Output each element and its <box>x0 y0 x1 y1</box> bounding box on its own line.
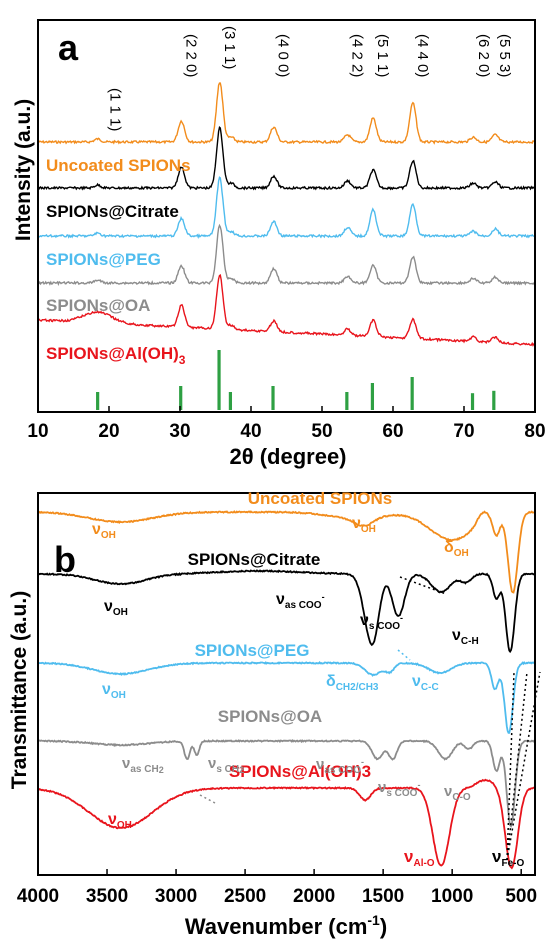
hkl-labels: (1 1 1) (2 2 0) (3 1 1) (4 0 0) (4 2 2) (5 1 … <box>106 26 513 131</box>
guide-line-1 <box>506 671 515 861</box>
x-tick-label: 3500 <box>86 886 128 907</box>
anno-citrate-vch: νC-H <box>452 627 479 647</box>
anno-oa-vsch: νs CH2 <box>208 755 244 775</box>
legend-aloh-label: SPIONs@Al(OH)3 <box>46 344 186 367</box>
legend-uncoated-label: Uncoated SPIONs <box>46 156 191 175</box>
xrd-series-3 <box>37 223 535 287</box>
x-tick-label: 1000 <box>431 886 473 907</box>
x-tick-label: 2000 <box>293 886 335 907</box>
panel-b: 4000 3500 3000 2500 2000 1500 1000 500 b Transm… <box>8 489 541 939</box>
ftir-series-1 <box>37 569 536 654</box>
panel-a-ylabel: Intensity (a.u.) <box>12 99 35 241</box>
guide-oa <box>199 794 216 804</box>
hkl-label: (4 0 0) <box>275 34 292 77</box>
x-tick-label: 30 <box>169 421 190 442</box>
ftir-label-peg: SPIONs@PEG <box>195 641 310 660</box>
x-tick-label: 80 <box>524 421 545 442</box>
ftir-series-2 <box>37 661 536 734</box>
x-tick-label: 1500 <box>362 886 404 907</box>
anno-uncoated-voh2: νOH <box>352 515 376 535</box>
panel-a-frame <box>37 19 536 413</box>
hkl-label: (6 2 0) <box>475 34 492 77</box>
hkl-label: (3 1 1) <box>221 26 238 69</box>
x-tick-label: 40 <box>240 421 261 442</box>
ref-peak-bar <box>217 350 221 410</box>
guide-vas <box>399 576 447 595</box>
legend-oa-label: SPIONs@OA <box>46 296 150 315</box>
xrd-series-4 <box>37 273 535 347</box>
panel-b-frame <box>37 492 536 876</box>
anno-al-valo: νAl-O <box>404 847 435 869</box>
ftir-curves <box>37 510 536 870</box>
ftir-label-uncoated: Uncoated SPIONs <box>248 489 393 508</box>
x-tick-label: 10 <box>27 421 48 442</box>
anno-peg-vcc: νC-C <box>412 673 439 693</box>
legend-peg-label: SPIONs@PEG <box>46 250 161 269</box>
hkl-label: (4 2 2) <box>349 34 366 77</box>
ftir-label-citrate: SPIONs@Citrate <box>188 550 321 569</box>
xrd-series-0 <box>37 82 536 145</box>
anno-citrate-vs: νs COO- <box>360 612 403 632</box>
guide-line-3 <box>506 671 541 861</box>
panel-a: 10 20 30 40 50 60 70 80 (1 1 1) (2 2 0) (3 1 1) (4… <box>12 19 546 469</box>
anno-oa-vco: νC-O <box>444 783 471 803</box>
x-tick-label: 20 <box>98 421 119 442</box>
x-tick-label: 3000 <box>155 886 197 907</box>
panel-b-letter: b <box>54 539 76 580</box>
anno-citrate-voh: νOH <box>104 598 128 618</box>
xrd-series-1 <box>37 125 536 191</box>
ftir-guide-lines <box>199 576 541 861</box>
panel-a-x-ticks: 10 20 30 40 50 60 70 80 <box>27 406 546 442</box>
anno-peg-voh: νOH <box>102 681 126 701</box>
ftir-label-aloh: SPIONs@Al(OH)3 <box>229 762 371 781</box>
ftir-series-3 <box>37 738 536 828</box>
anno-oa-vasch: νas CH2 <box>122 755 164 775</box>
anno-citrate-vas: νas COO- <box>276 591 325 611</box>
reference-peaks <box>96 350 496 410</box>
ref-peak-bar <box>96 392 100 410</box>
ref-peak-bar <box>410 377 414 410</box>
hkl-label: (5 5 3) <box>496 34 513 77</box>
ftir-label-oa: SPIONs@OA <box>218 707 322 726</box>
panel-a-letter: a <box>58 27 79 68</box>
ref-peak-bar <box>345 392 349 410</box>
panel-b-x-ticks: 4000 3500 3000 2500 2000 1500 1000 500 <box>17 869 537 907</box>
ref-peak-bar <box>179 386 183 410</box>
anno-peg-d: δCH2/CH3 <box>326 673 379 693</box>
xrd-series-2 <box>37 176 535 240</box>
hkl-label: (4 4 0) <box>414 34 431 77</box>
ftir-series-0 <box>37 510 536 594</box>
panel-b-xlabel: Wavenumber (cm-1) <box>185 912 387 939</box>
x-tick-label: 70 <box>453 421 474 442</box>
guide-peg <box>397 649 411 661</box>
ref-peak-bar <box>470 393 475 410</box>
anno-al-voh: νOH <box>108 811 132 831</box>
hkl-label: (5 1 1) <box>374 34 391 77</box>
anno-uncoated-doh: δOH <box>444 539 469 559</box>
hkl-label: (2 2 0) <box>182 34 199 77</box>
x-tick-label: 4000 <box>17 886 59 907</box>
ref-peak-bar <box>492 390 496 410</box>
anno-oa-vas: νas COO- <box>316 756 364 776</box>
ftir-series-4 <box>38 778 536 870</box>
ref-peak-bar <box>228 392 233 410</box>
ref-peak-bar <box>271 386 275 410</box>
legend-citrate-label: SPIONs@Citrate <box>46 202 179 221</box>
hkl-label: (1 1 1) <box>106 88 123 131</box>
ref-peak-bar <box>370 383 375 410</box>
anno-al-vfeo: νFe-O <box>492 847 524 869</box>
guide-line-2 <box>506 671 528 861</box>
x-tick-label: 60 <box>382 421 403 442</box>
band-annotations: νOH νOH δOH νOH νas COO- νs COO- νC-H νO… <box>92 515 524 869</box>
x-tick-label: 2500 <box>224 886 266 907</box>
anno-oa-vs: νs COO- <box>378 779 420 799</box>
anno-uncoated-voh1: νOH <box>92 521 116 541</box>
x-tick-label: 500 <box>505 886 537 907</box>
xrd-curves <box>37 82 536 347</box>
panel-a-xlabel: 2θ (degree) <box>229 444 346 469</box>
panel-b-ylabel: Transmittance (a.u.) <box>8 591 31 789</box>
x-tick-label: 50 <box>311 421 332 442</box>
